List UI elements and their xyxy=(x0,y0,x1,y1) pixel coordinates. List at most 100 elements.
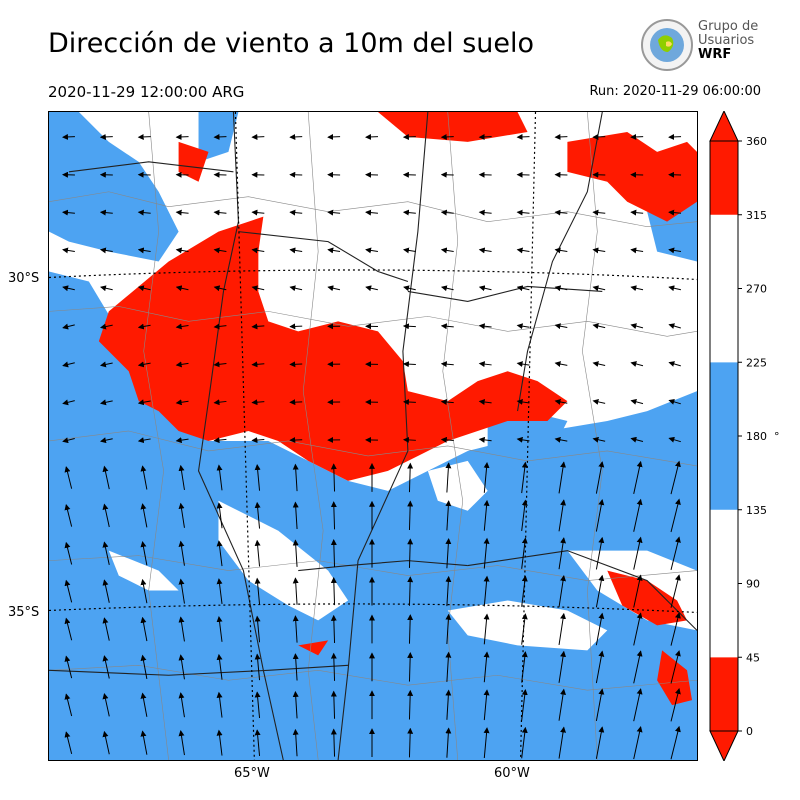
colorbar-tick-label: 225 xyxy=(746,356,767,369)
wind-arrow xyxy=(175,361,189,368)
wind-arrow xyxy=(213,323,227,330)
wind-arrow xyxy=(402,399,416,406)
wind-arrow xyxy=(178,616,185,642)
wind-arrow xyxy=(140,503,148,528)
wind-arrow xyxy=(254,501,261,529)
wind-arrow xyxy=(670,460,681,495)
wind-arrow xyxy=(99,323,113,330)
wind-arrow xyxy=(175,323,189,330)
wind-arrow xyxy=(254,464,261,491)
wind-arrow xyxy=(140,692,148,717)
wind-arrow xyxy=(254,653,261,681)
wind-arrow xyxy=(445,727,452,758)
wind-arrow xyxy=(140,541,148,566)
wind-arrow xyxy=(558,461,566,494)
wind-arrow xyxy=(554,361,568,367)
wind-arrow xyxy=(102,541,110,565)
wind-arrow xyxy=(292,463,299,492)
wind-arrow xyxy=(99,399,113,406)
wind-arrow xyxy=(521,651,528,683)
wind-arrow xyxy=(402,247,416,254)
wind-arrow xyxy=(330,728,337,757)
wind-arrow xyxy=(178,464,185,491)
wind-arrow xyxy=(516,436,530,443)
wind-arrow xyxy=(365,209,379,216)
wind-arrow xyxy=(595,536,605,570)
wind-arrow xyxy=(440,285,454,292)
wind-arrow xyxy=(64,466,73,489)
wind-arrow xyxy=(478,399,492,405)
wind-arrow xyxy=(558,688,566,721)
wind-arrow xyxy=(216,578,223,605)
wind-arrow xyxy=(402,133,416,140)
wind-arrow xyxy=(440,133,454,140)
wind-arrow xyxy=(175,399,189,406)
colorbar-tick-label: 0 xyxy=(746,725,753,738)
wind-arrow xyxy=(407,689,414,720)
wind-arrow xyxy=(102,503,110,528)
wind-arrow xyxy=(558,537,566,570)
wind-arrow xyxy=(99,437,113,444)
wind-arrow xyxy=(595,498,605,532)
wind-arrow xyxy=(668,361,681,367)
wind-arrow xyxy=(137,133,151,140)
wind-arrow xyxy=(516,209,530,216)
wind-arrow xyxy=(445,538,452,569)
wind-arrow xyxy=(554,133,568,140)
wind-arrow xyxy=(327,209,341,216)
wind-arrow xyxy=(558,726,566,759)
wind-arrow xyxy=(478,247,492,254)
wind-arrow xyxy=(251,285,265,292)
wind-arrow xyxy=(178,654,185,680)
wind-arrow xyxy=(554,436,568,443)
wind-arrow xyxy=(592,436,606,443)
wind-arrow xyxy=(330,539,337,568)
wind-arrow xyxy=(327,247,341,254)
wind-arrow xyxy=(175,437,189,444)
wind-arrow xyxy=(595,461,605,494)
wind-arrow xyxy=(137,323,151,330)
wind-arrow xyxy=(407,462,414,493)
wind-arrow xyxy=(516,247,530,254)
wind-arrow xyxy=(251,133,265,140)
wind-arrow xyxy=(403,285,416,292)
wind-arrow xyxy=(254,577,261,605)
wind-direction-map xyxy=(48,111,698,761)
wind-arrow xyxy=(178,578,185,604)
wind-arrow xyxy=(213,209,227,216)
wind-arrow xyxy=(670,650,681,684)
wind-arrow xyxy=(630,436,644,443)
wind-arrow xyxy=(478,209,492,216)
wind-arrow xyxy=(213,247,227,254)
wind-arrow xyxy=(213,399,227,406)
wind-arrow xyxy=(595,612,605,646)
wind-arrow xyxy=(630,285,644,292)
wind-arrow xyxy=(62,247,75,254)
wind-arrow xyxy=(478,436,492,443)
wind-arrow xyxy=(99,133,113,140)
wind-arrow xyxy=(595,650,605,684)
wind-arrow xyxy=(62,437,75,444)
wind-arrow xyxy=(483,613,490,645)
wind-arrow xyxy=(595,574,605,608)
wind-arrow xyxy=(668,436,681,443)
wind-arrow xyxy=(595,726,605,759)
wind-arrow xyxy=(478,133,492,140)
wind-arrow xyxy=(483,499,490,531)
wind-arrow xyxy=(592,323,606,330)
wind-arrow xyxy=(407,614,414,644)
wind-arrow xyxy=(213,285,227,292)
wind-arrow xyxy=(62,399,75,406)
wind-arrow xyxy=(254,729,261,756)
wind-arrow xyxy=(102,692,110,717)
wind-arrow xyxy=(521,461,528,494)
wind-arrow xyxy=(251,247,265,254)
wind-arrow xyxy=(558,612,566,645)
wind-arrow xyxy=(445,689,452,720)
wind-arrow xyxy=(402,209,416,216)
colorbar-bin xyxy=(710,657,738,731)
wind-arrow xyxy=(630,247,644,254)
wind-arrow xyxy=(175,209,189,216)
wind-arrow xyxy=(216,691,223,718)
globe-icon xyxy=(641,19,693,71)
